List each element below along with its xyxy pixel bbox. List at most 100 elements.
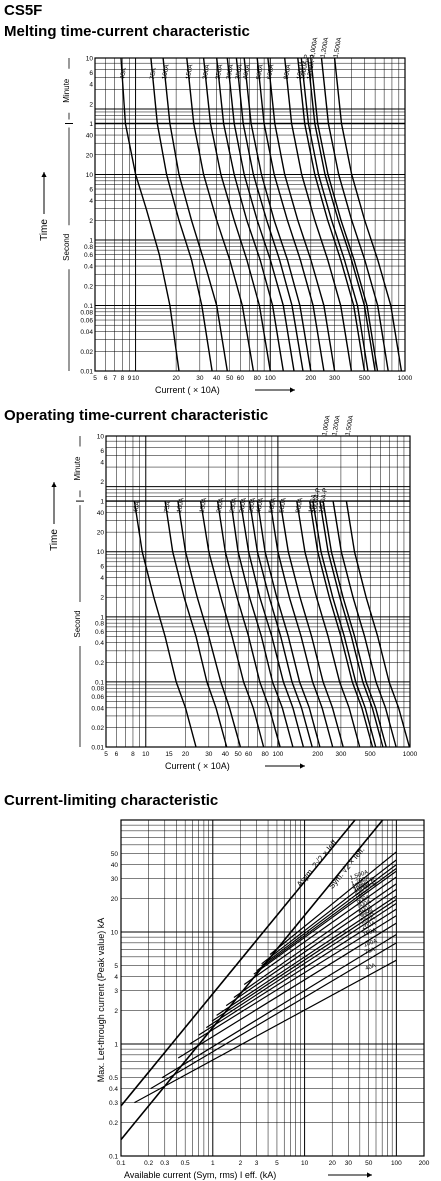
limiting-x-tick-label: 5 — [275, 1160, 279, 1167]
operating-curve-16 — [332, 500, 397, 748]
limiting-x-tick-label: 0.1 — [116, 1160, 125, 1167]
melting-curve-label-8: 400A — [242, 63, 252, 80]
limiting-y-tick-label: 20 — [111, 896, 119, 903]
melting-curve-4 — [202, 57, 271, 372]
limiting-y-axis-label: Max. Let-through current (Peak value) kA — [96, 918, 106, 1083]
melting-curve-label-4: 200A — [202, 63, 212, 80]
operating-curve-10 — [279, 500, 344, 748]
limiting-curve-label-3: 150A — [362, 928, 377, 938]
operating-curve-label-7: 350A — [248, 497, 258, 514]
operating-y-minute-tick-label: 6 — [100, 448, 104, 455]
melting-curve-1 — [150, 57, 213, 372]
operating-curve-11 — [296, 500, 361, 748]
limiting-curve-3 — [177, 922, 397, 1059]
melting-curve-6 — [226, 57, 295, 372]
operating-chart-title: Operating time-current characteristic — [4, 407, 269, 424]
operating-x-tick-label: 50 — [234, 751, 242, 758]
operating-x-tick-label: 500 — [365, 751, 376, 758]
operating-y-second-tick-label: 0.08 — [91, 686, 104, 693]
operating-curve-label-16: 1,200A — [331, 414, 342, 436]
melting-y-second-tick-label: 0.8 — [84, 244, 93, 251]
melting-x-tick-label: 60 — [237, 375, 245, 382]
limiting-curve-0 — [134, 959, 397, 1104]
melting-curve-label-16: 1,200A — [320, 36, 331, 58]
limiting-curve-label-7: 350A — [359, 907, 374, 917]
melting-curve-label-0: 40A — [119, 67, 128, 80]
limiting-curve-10 — [233, 883, 397, 998]
operating-chart: 5 6 8 10 15 20 30 40 50 60 80 100 200 300 500 100010642… — [49, 414, 418, 771]
melting-curve-label-17: 1,500A — [333, 36, 344, 58]
melting-y-second-tick-label: 0.01 — [80, 369, 93, 376]
melting-curve-17 — [333, 57, 403, 372]
operating-y-second-tick-label: 1 — [100, 614, 104, 621]
melting-curve-label-11: 800A — [283, 63, 293, 80]
operating-y-second-tick-label: 10 — [97, 549, 105, 556]
melting-y-second-tick-label: 10 — [86, 172, 94, 179]
melting-curve-5 — [216, 57, 284, 372]
melting-curve-label-10: 600A — [266, 63, 276, 80]
operating-curve-17 — [345, 500, 411, 748]
melting-plot-frame — [94, 57, 406, 372]
limiting-y-tick-label: 0.4 — [109, 1086, 118, 1093]
melting-y-second-tick-label: 0.1 — [84, 303, 93, 310]
melting-y-second-tick-label: 1 — [89, 237, 93, 244]
melting-curve-label-6: 300A — [225, 63, 235, 80]
limiting-x-tick-label: 0.5 — [181, 1160, 190, 1167]
melting-y-second-tick-label: 0.2 — [84, 283, 93, 290]
operating-second-label: Second — [73, 610, 82, 637]
limiting-curve-7 — [211, 898, 397, 1022]
melting-y-second-tick-label: 0.4 — [84, 264, 93, 271]
melting-curve-label-12: 1000A — [296, 60, 306, 80]
melting-minute-label: Minute — [62, 78, 71, 103]
melting-y-second-tick-label: 40 — [86, 133, 94, 140]
operating-y-second-tick-label: 0.04 — [91, 705, 104, 712]
limiting-curve-11 — [243, 876, 397, 985]
operating-curve-label-5: 250A — [229, 497, 239, 514]
melting-curve-label-3: 150A — [185, 63, 195, 80]
operating-y-second-tick-label: 4 — [100, 575, 104, 582]
operating-y-second-tick-label: 0.01 — [91, 745, 104, 752]
limiting-x-tick-label: 100 — [391, 1160, 402, 1167]
operating-curve-label-9: 500A — [268, 497, 278, 514]
operating-y-second-tick-label: 40 — [97, 510, 105, 517]
operating-y-second-tick-label: 0.6 — [95, 629, 104, 636]
operating-x-tick-label: 1000 — [403, 751, 418, 758]
operating-curve-7 — [248, 500, 313, 748]
melting-y-second-tick-label: 4 — [89, 198, 93, 205]
melting-curve-label-1: 75A — [149, 67, 158, 80]
operating-curve-label-17: 1,500A — [344, 414, 355, 436]
limiting-curve-6 — [205, 902, 397, 1029]
limiting-curve-label-5: 250A — [360, 915, 375, 925]
limiting-x-tick-label: 50 — [365, 1160, 373, 1167]
melting-y-axis-label: Time — [39, 219, 50, 241]
operating-x-tick-label: 10 — [142, 751, 150, 758]
limiting-curve-12 — [253, 870, 397, 975]
operating-x-tick-label: 6 — [115, 751, 119, 758]
operating-curve-12 — [309, 500, 374, 748]
limiting-chart: 0.1 0.2 0.3 0.5 1 2 3 5 10 20 30 50 100 2005040302010… — [96, 819, 430, 1180]
limiting-x-tick-label: 30 — [345, 1160, 353, 1167]
melting-curve-label-13: 1000A-P — [299, 54, 310, 80]
limiting-y-tick-label: 30 — [111, 876, 119, 883]
operating-curve-label-15: 1,000A — [321, 414, 332, 436]
series-title: CS5F — [4, 2, 43, 19]
melting-curve-7 — [235, 57, 304, 372]
limiting-y-tick-label: 40 — [111, 862, 119, 869]
melting-x-tick-label: 8 — [121, 375, 125, 382]
melting-y-minute-tick-label: 10 — [86, 56, 94, 63]
limiting-x-tick-label: 3 — [255, 1160, 259, 1167]
melting-x-tick-label: 40 — [213, 375, 221, 382]
limiting-curve-8 — [216, 895, 397, 1016]
operating-x-tick-label: 15 — [165, 751, 173, 758]
operating-curve-label-1: 75A — [163, 500, 172, 513]
operating-y-second-tick-label: 6 — [100, 564, 104, 571]
operating-x-tick-label: 8 — [131, 751, 135, 758]
melting-curve-10 — [267, 57, 336, 372]
operating-curve-label-2: 100A — [176, 497, 186, 514]
melting-y-second-tick-label: 0.06 — [80, 318, 93, 325]
limiting-curve-label-0: 40A — [365, 963, 377, 972]
limiting-y-tick-label: 10 — [111, 930, 119, 937]
limiting-y-tick-label: 1 — [114, 1042, 118, 1049]
melting-curve-8 — [243, 57, 312, 372]
operating-y-axis-label: Time — [49, 529, 60, 551]
